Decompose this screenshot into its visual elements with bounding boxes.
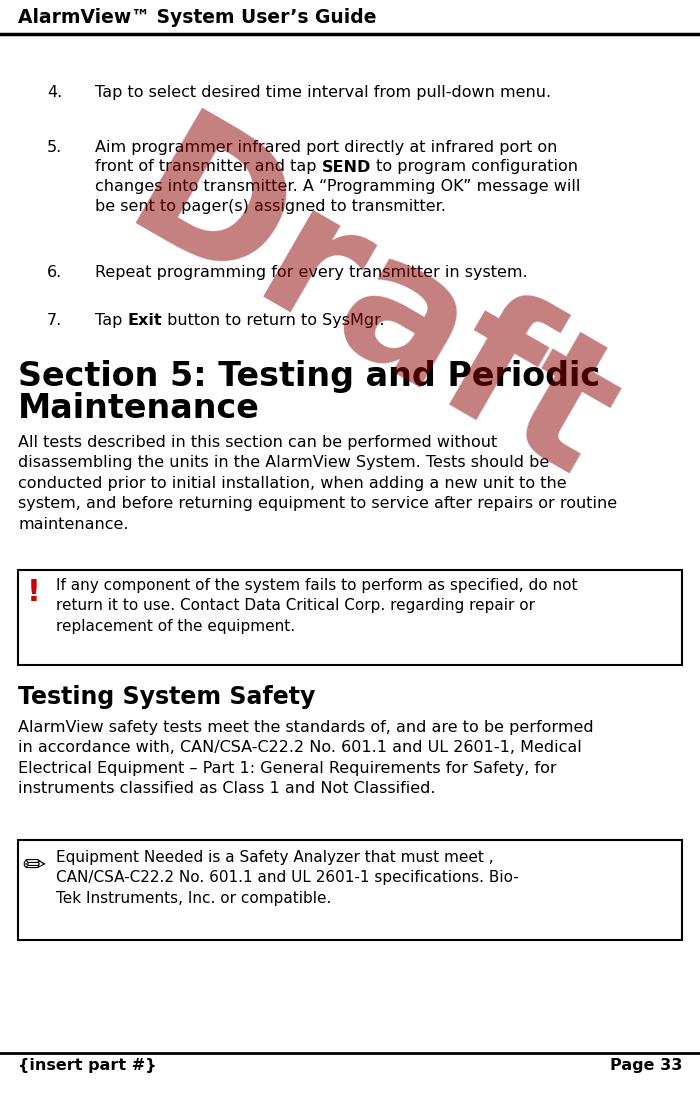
- FancyBboxPatch shape: [18, 840, 682, 940]
- Text: Draft: Draft: [99, 102, 641, 518]
- Text: changes into transmitter. A “Programming OK” message will: changes into transmitter. A “Programming…: [95, 179, 580, 194]
- Text: Section 5: Testing and Periodic: Section 5: Testing and Periodic: [18, 360, 600, 393]
- Text: 4.: 4.: [47, 84, 62, 100]
- Text: Maintenance: Maintenance: [18, 392, 260, 425]
- Text: Tap: Tap: [95, 313, 127, 328]
- Text: button to return to SysMgr.: button to return to SysMgr.: [162, 313, 384, 328]
- Text: SEND: SEND: [321, 159, 371, 174]
- Text: AlarmView safety tests meet the standards of, and are to be performed
in accorda: AlarmView safety tests meet the standard…: [18, 720, 594, 796]
- Text: Tap to select desired time interval from pull-down menu.: Tap to select desired time interval from…: [95, 84, 551, 100]
- FancyBboxPatch shape: [18, 570, 682, 665]
- Text: 6.: 6.: [47, 265, 62, 280]
- Text: to program configuration: to program configuration: [371, 159, 578, 174]
- Text: Repeat programming for every transmitter in system.: Repeat programming for every transmitter…: [95, 265, 528, 280]
- Text: 5.: 5.: [47, 140, 62, 155]
- Text: Equipment Needed is a Safety Analyzer that must meet ,
CAN/CSA-C22.2 No. 601.1 a: Equipment Needed is a Safety Analyzer th…: [56, 850, 519, 906]
- Text: All tests described in this section can be performed without
disassembling the u: All tests described in this section can …: [18, 436, 617, 532]
- Text: front of transmitter and tap: front of transmitter and tap: [95, 159, 321, 174]
- Text: Exit: Exit: [127, 313, 162, 328]
- Text: If any component of the system fails to perform as specified, do not
return it t: If any component of the system fails to …: [56, 578, 578, 634]
- Text: Testing System Safety: Testing System Safety: [18, 685, 316, 709]
- Text: be sent to pager(s) assigned to transmitter.: be sent to pager(s) assigned to transmit…: [95, 199, 446, 214]
- Text: 7.: 7.: [47, 313, 62, 328]
- Text: AlarmView™ System User’s Guide: AlarmView™ System User’s Guide: [18, 8, 377, 27]
- Text: Page 33: Page 33: [610, 1058, 682, 1073]
- Text: {insert part #}: {insert part #}: [18, 1058, 157, 1073]
- Text: ✏: ✏: [22, 852, 46, 880]
- Text: !: !: [27, 578, 41, 607]
- Text: Aim programmer infrared port directly at infrared port on: Aim programmer infrared port directly at…: [95, 140, 557, 155]
